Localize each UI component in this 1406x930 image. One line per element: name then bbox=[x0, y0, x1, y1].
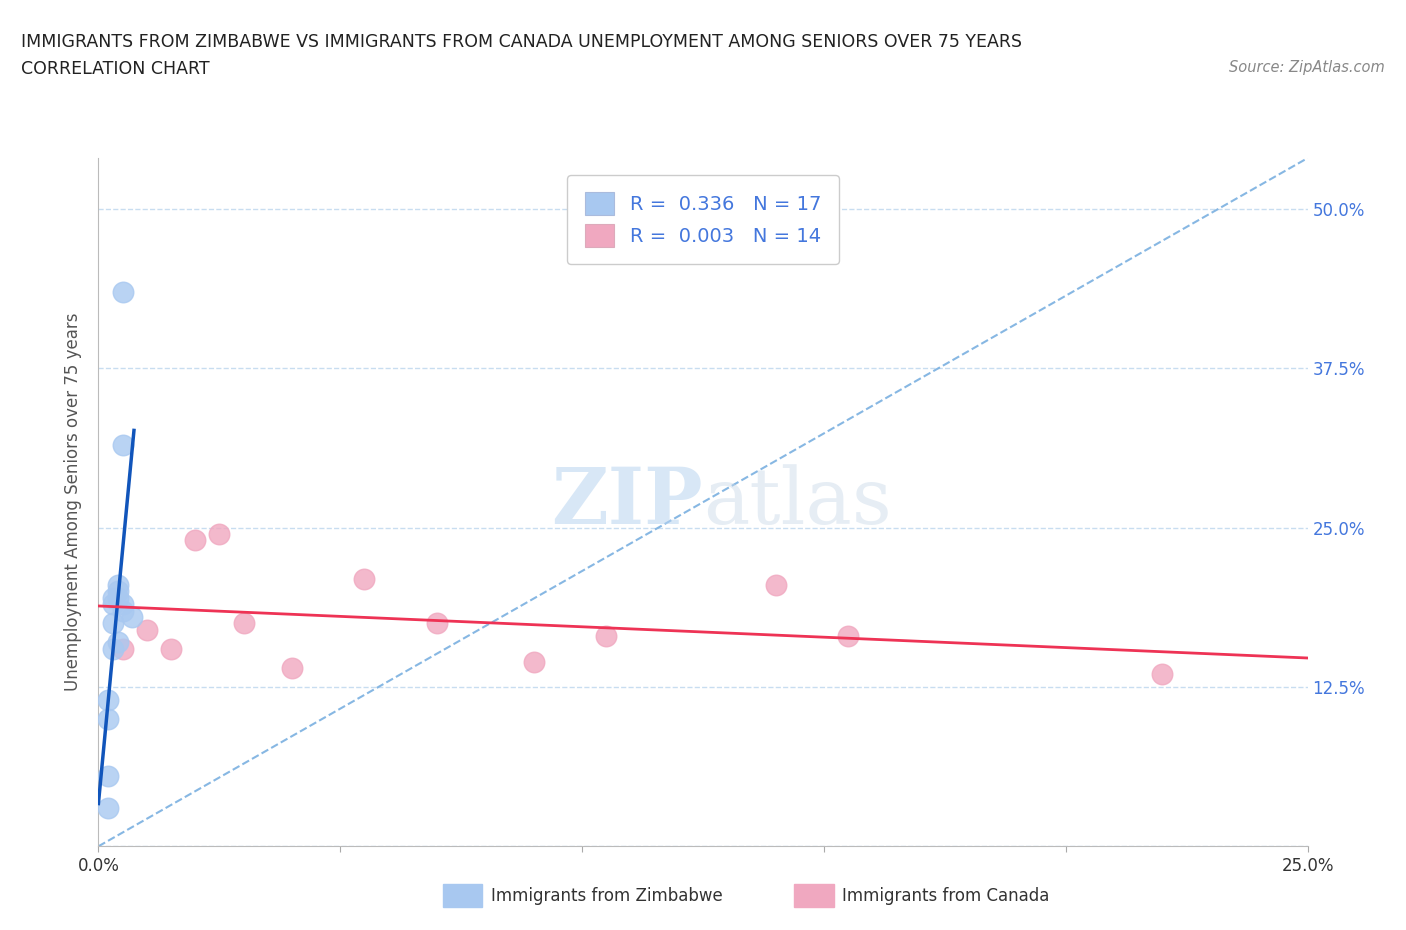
Point bbox=[837, 629, 859, 644]
Point bbox=[97, 692, 120, 707]
Point bbox=[101, 597, 124, 612]
Point bbox=[595, 629, 617, 644]
Point bbox=[765, 578, 787, 592]
Point bbox=[121, 609, 143, 624]
Point bbox=[101, 616, 124, 631]
Point bbox=[97, 711, 120, 726]
Point bbox=[523, 654, 546, 669]
Text: atlas: atlas bbox=[703, 464, 891, 540]
Point bbox=[97, 801, 120, 816]
Point bbox=[101, 591, 124, 605]
Text: ZIP: ZIP bbox=[551, 464, 703, 540]
Point bbox=[111, 597, 134, 612]
Point bbox=[232, 616, 254, 631]
Point bbox=[184, 533, 207, 548]
Text: IMMIGRANTS FROM ZIMBABWE VS IMMIGRANTS FROM CANADA UNEMPLOYMENT AMONG SENIORS OV: IMMIGRANTS FROM ZIMBABWE VS IMMIGRANTS F… bbox=[21, 33, 1022, 50]
Point bbox=[160, 642, 183, 657]
Point bbox=[111, 642, 134, 657]
Text: Immigrants from Canada: Immigrants from Canada bbox=[842, 886, 1049, 905]
Point bbox=[107, 584, 129, 599]
Point bbox=[107, 591, 129, 605]
Point bbox=[101, 642, 124, 657]
Point bbox=[107, 578, 129, 592]
Legend: R =  0.336   N = 17, R =  0.003   N = 14: R = 0.336 N = 17, R = 0.003 N = 14 bbox=[568, 175, 838, 264]
Text: Source: ZipAtlas.com: Source: ZipAtlas.com bbox=[1229, 60, 1385, 75]
Point bbox=[97, 769, 120, 784]
Text: Immigrants from Zimbabwe: Immigrants from Zimbabwe bbox=[491, 886, 723, 905]
Y-axis label: Unemployment Among Seniors over 75 years: Unemployment Among Seniors over 75 years bbox=[65, 313, 83, 691]
Point bbox=[135, 622, 157, 637]
Text: CORRELATION CHART: CORRELATION CHART bbox=[21, 60, 209, 78]
Point bbox=[111, 437, 134, 452]
Point bbox=[107, 635, 129, 650]
Point bbox=[208, 526, 231, 541]
Point bbox=[111, 603, 134, 618]
Point bbox=[281, 660, 304, 675]
Point bbox=[111, 285, 134, 299]
Point bbox=[353, 571, 375, 586]
Point bbox=[1152, 667, 1174, 682]
Point bbox=[426, 616, 449, 631]
